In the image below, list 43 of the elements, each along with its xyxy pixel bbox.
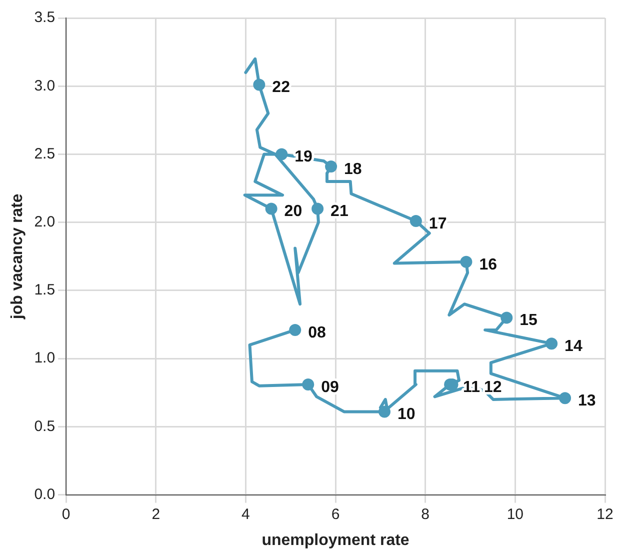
annotation: 18 <box>344 160 362 178</box>
point <box>312 202 324 215</box>
y-tick-label: 3.0 <box>34 77 56 94</box>
point <box>500 312 513 324</box>
x-tick-label: 6 <box>331 506 340 523</box>
annotation: 10 <box>397 406 416 424</box>
annotation: 12 <box>484 378 502 396</box>
y-tick-label: 0.5 <box>34 418 56 435</box>
point <box>289 324 302 336</box>
annotation: 13 <box>578 392 596 410</box>
y-tick-label: 1.5 <box>34 282 56 299</box>
point <box>546 338 558 350</box>
annotation: 20 <box>284 203 302 220</box>
annotation: 15 <box>520 312 538 330</box>
point <box>559 392 572 404</box>
annotation: 09 <box>321 378 340 396</box>
point <box>265 202 278 215</box>
y-tick-label: 1.0 <box>34 350 56 367</box>
x-axis-title: unemployment rate <box>262 532 410 549</box>
y-tick-label: 2.0 <box>34 213 56 230</box>
y-tick-label: 0.0 <box>34 486 56 503</box>
x-tick-label: 4 <box>242 506 250 523</box>
annotation: 14 <box>564 338 582 355</box>
x-tick-label: 10 <box>506 506 524 523</box>
point <box>460 256 472 268</box>
x-tick-label: 12 <box>596 506 614 523</box>
x-tick-label: 0 <box>62 506 70 523</box>
point <box>253 78 266 91</box>
y-tick-label: 2.5 <box>34 145 56 162</box>
annotation: 16 <box>479 256 498 274</box>
point <box>302 378 314 390</box>
x-tick-label: 8 <box>421 506 430 523</box>
y-axis-title: job vacancy rate <box>9 194 26 320</box>
y-tick-label: 3.5 <box>34 9 56 26</box>
x-tick-label: 2 <box>152 506 160 523</box>
point <box>325 160 338 172</box>
annotation: 22 <box>272 79 290 96</box>
annotation: 17 <box>428 215 447 232</box>
annotation: 21 <box>330 203 348 220</box>
point <box>276 148 288 160</box>
annotation: 08 <box>308 324 326 342</box>
point <box>410 214 422 227</box>
point <box>378 406 390 418</box>
